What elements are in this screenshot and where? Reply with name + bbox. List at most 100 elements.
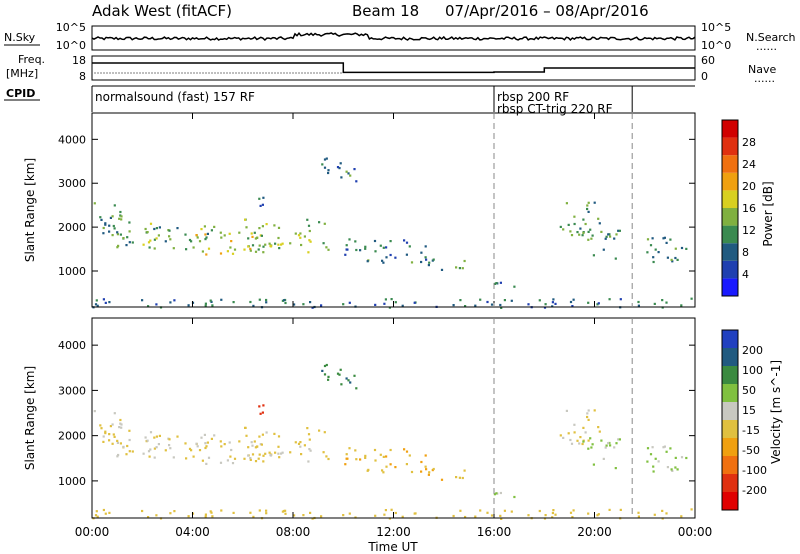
echo-cell xyxy=(587,230,590,233)
echo-cell xyxy=(567,432,570,435)
echo-cell xyxy=(265,512,268,515)
echo-cell xyxy=(196,236,199,239)
echo-cell xyxy=(646,238,650,241)
echo-cell xyxy=(653,302,656,305)
echo-cell xyxy=(284,512,287,515)
echo-cell xyxy=(394,256,397,259)
echo-cell xyxy=(382,246,385,249)
echo-cell xyxy=(125,244,128,247)
echo-cell xyxy=(323,222,326,225)
echo-cell xyxy=(93,202,96,205)
echo-cell xyxy=(190,449,193,452)
nsearch-label: N.Search xyxy=(746,31,796,44)
echo-cell xyxy=(680,515,683,518)
echo-cell xyxy=(382,471,385,474)
echo-cell xyxy=(116,439,119,442)
echo-cell xyxy=(153,447,156,450)
echo-cell xyxy=(669,447,672,450)
echo-cell xyxy=(257,248,260,251)
echo-cell xyxy=(348,447,351,450)
echo-cell xyxy=(99,424,102,427)
echo-cell xyxy=(108,511,111,514)
echo-cell xyxy=(649,244,653,247)
echo-cell xyxy=(144,227,147,231)
echo-cell xyxy=(479,298,482,301)
nsky-right-tick-bottom: 10^0 xyxy=(701,39,731,52)
echo-cell xyxy=(297,442,301,445)
colorbar-tick-label: 50 xyxy=(742,384,756,397)
echo-cell xyxy=(300,453,303,456)
echo-cell xyxy=(440,478,444,481)
echo-cell xyxy=(119,210,122,214)
echo-cell xyxy=(211,515,214,518)
echo-cell xyxy=(141,299,144,302)
colorbar-tick-label: 8 xyxy=(742,246,749,259)
echo-cell xyxy=(604,237,607,240)
time-axis: 00:00 04:00 08:00 12:00 16:00 20:00 00:00 xyxy=(75,525,713,539)
echo-cell xyxy=(340,176,343,179)
cpid-segments: normalsound (fast) 157 RF rbsp 200 RFrbsp… xyxy=(91,86,633,116)
echo-cell xyxy=(336,372,340,375)
echo-cell xyxy=(420,460,423,464)
echo-cell xyxy=(428,471,431,474)
nsky-label: N.Sky xyxy=(4,31,36,44)
echo-cell xyxy=(320,304,323,307)
echo-cell xyxy=(513,285,516,288)
echo-cell xyxy=(327,248,330,251)
echo-cell xyxy=(249,511,252,514)
echo-cell xyxy=(355,387,358,390)
echo-cell xyxy=(232,511,235,514)
echo-cell xyxy=(604,446,607,449)
echo-cell xyxy=(256,236,259,239)
echo-cell xyxy=(608,233,611,236)
freq-left-tick-top: 18 xyxy=(72,54,86,67)
echo-cell xyxy=(108,433,111,436)
echo-cell xyxy=(666,256,669,259)
echo-cell xyxy=(458,267,461,270)
echo-cell xyxy=(544,303,547,306)
echo-cell xyxy=(662,446,665,449)
echo-cell xyxy=(374,250,377,253)
echo-cell xyxy=(253,231,256,234)
power-colorbar: 4 8 12 16 20 24 28 xyxy=(721,119,756,297)
echo-cell xyxy=(243,248,246,251)
time-tick-label: 12:00 xyxy=(376,525,411,539)
echo-cell xyxy=(321,369,324,372)
echo-cell xyxy=(651,446,654,449)
cpid-text: normalsound (fast) 157 RF xyxy=(95,90,255,104)
echo-cell xyxy=(277,435,281,438)
power-panel-frame xyxy=(91,112,696,308)
echo-cell xyxy=(584,431,587,434)
echo-cell xyxy=(527,514,530,517)
echo-cell xyxy=(119,418,122,422)
echo-cell xyxy=(262,196,265,199)
echo-cell xyxy=(247,245,250,248)
echo-cell xyxy=(339,162,342,165)
echo-cell xyxy=(251,235,254,238)
echo-cell xyxy=(155,514,158,517)
colorbar-tick-label: -15 xyxy=(742,424,760,437)
echo-cell xyxy=(155,446,158,449)
echo-cell xyxy=(385,256,388,259)
echo-cell xyxy=(259,204,262,207)
echo-cell xyxy=(249,249,252,252)
echo-cell xyxy=(238,440,241,443)
echo-cell xyxy=(104,223,107,226)
echo-cell xyxy=(173,510,176,513)
echo-cell xyxy=(157,234,160,237)
echo-cell xyxy=(309,449,312,452)
echo-cell xyxy=(401,304,404,307)
echo-cell xyxy=(420,470,423,473)
echo-cell xyxy=(646,251,649,254)
echo-cell xyxy=(394,511,397,515)
echo-cell xyxy=(307,224,311,227)
echo-cell xyxy=(320,515,323,518)
colorbar-frame xyxy=(721,329,739,511)
echo-cell xyxy=(280,452,283,455)
echo-cell xyxy=(455,266,458,269)
echo-cell xyxy=(278,456,281,459)
echo-cell xyxy=(258,453,261,456)
range-tick-label: 3000 xyxy=(58,384,86,397)
echo-cell xyxy=(587,210,590,213)
echo-cell xyxy=(108,301,111,304)
